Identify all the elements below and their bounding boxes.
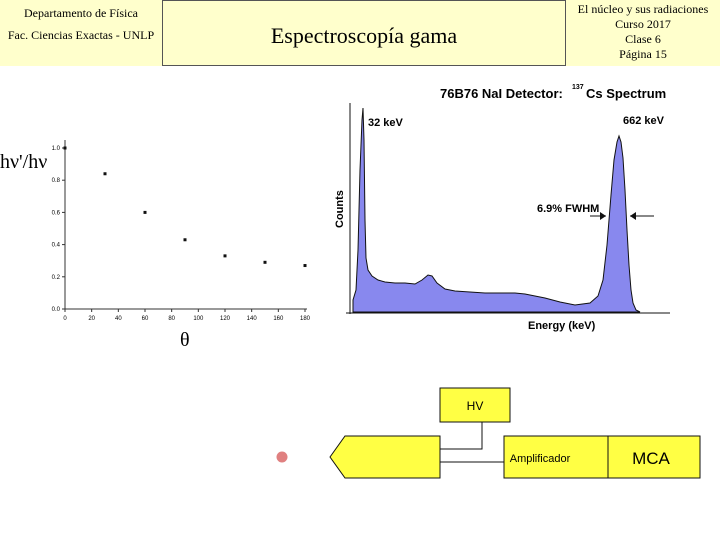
scatter-x-tick-label: 80	[168, 316, 175, 322]
scatter-x-tick-label: 140	[247, 316, 258, 322]
scatter-x-tick-label: 120	[220, 316, 231, 322]
scatter-y-tick-label: 0.0	[52, 307, 61, 313]
amplifier-label: Amplificador	[510, 453, 571, 465]
mca-label: MCA	[632, 449, 670, 468]
annotation-fwhm: 6.9% FWHM	[537, 203, 599, 215]
detector-photomultiplier	[329, 435, 441, 479]
course-year: Curso 2017	[615, 17, 671, 31]
header-left: Departamento de Física Fac. Ciencias Exa…	[0, 0, 162, 66]
scatter-point	[263, 260, 267, 264]
header-right: El núcleo y sus radiaciones Curso 2017 C…	[566, 0, 720, 66]
detector-block-diagram: HV Amplificador MCA	[276, 387, 701, 479]
header-title-box: Espectroscopía gama	[162, 0, 566, 66]
scatter-y-tick-label: 0.4	[52, 243, 61, 249]
spectrum-y-label: Counts	[334, 190, 346, 228]
department-label: Departamento de Física	[24, 6, 138, 20]
scatter-point	[223, 254, 227, 258]
scatter-point	[103, 172, 107, 176]
scatter-point	[303, 264, 307, 268]
scatter-x-label: θ	[180, 329, 190, 351]
compton-scatter-chart: 0 20 40 60 80 100 120 140 160 180 0.0 0.2 0.4 0.6 0.8 1…	[0, 140, 311, 351]
scatter-point	[183, 238, 187, 242]
course-topic: El núcleo y sus radiaciones	[577, 2, 709, 16]
hv-label: HV	[467, 399, 484, 413]
cs137-spectrum-chart: 76B76 NaI Detector: 137 Cs Spectrum Coun…	[334, 84, 670, 332]
annotation-32kev: 32 keV	[368, 117, 404, 129]
spectrum-area	[352, 107, 641, 313]
scatter-x-tick-label: 40	[115, 316, 122, 322]
gamma-source-dot	[276, 451, 288, 463]
scatter-x-tick-label: 20	[88, 316, 95, 322]
hv-box	[439, 387, 511, 423]
spectrum-x-label: Energy (keV)	[528, 320, 596, 332]
page-number: Página 15	[619, 47, 667, 61]
slide-title: Espectroscopía gama	[270, 23, 458, 48]
spectrum-title-isotope: Cs Spectrum	[586, 86, 666, 101]
spectrum-title: 76B76 NaI Detector:	[440, 86, 563, 101]
hv-connection-line	[440, 422, 483, 450]
scatter-y-tick-label: 0.8	[52, 178, 61, 184]
annotation-662kev: 662 keV	[623, 115, 665, 127]
scatter-x-tick-label: 0	[63, 316, 67, 322]
scatter-point	[63, 146, 67, 150]
spectrum-title-mass: 137	[572, 84, 584, 91]
faculty-label: Fac. Ciencias Exactas - UNLP	[7, 28, 155, 42]
lecture-number: Clase 6	[625, 32, 661, 46]
fwhm-arrowhead-left	[600, 212, 606, 220]
scatter-x-tick-label: 160	[273, 316, 284, 322]
amplifier-box	[503, 435, 609, 479]
scatter-point	[143, 210, 147, 214]
scatter-x-tick-label: 100	[193, 316, 204, 322]
scatter-y-label: hν'/hν	[0, 151, 47, 173]
scatter-y-tick-label: 1.0	[52, 146, 61, 152]
scatter-y-tick-label: 0.2	[52, 275, 61, 281]
scatter-y-tick-label: 0.6	[52, 210, 61, 216]
scatter-x-tick-label: 180	[300, 316, 311, 322]
mca-box	[607, 435, 701, 479]
scatter-x-tick-label: 60	[142, 316, 149, 322]
fwhm-arrowhead-right	[630, 212, 636, 220]
